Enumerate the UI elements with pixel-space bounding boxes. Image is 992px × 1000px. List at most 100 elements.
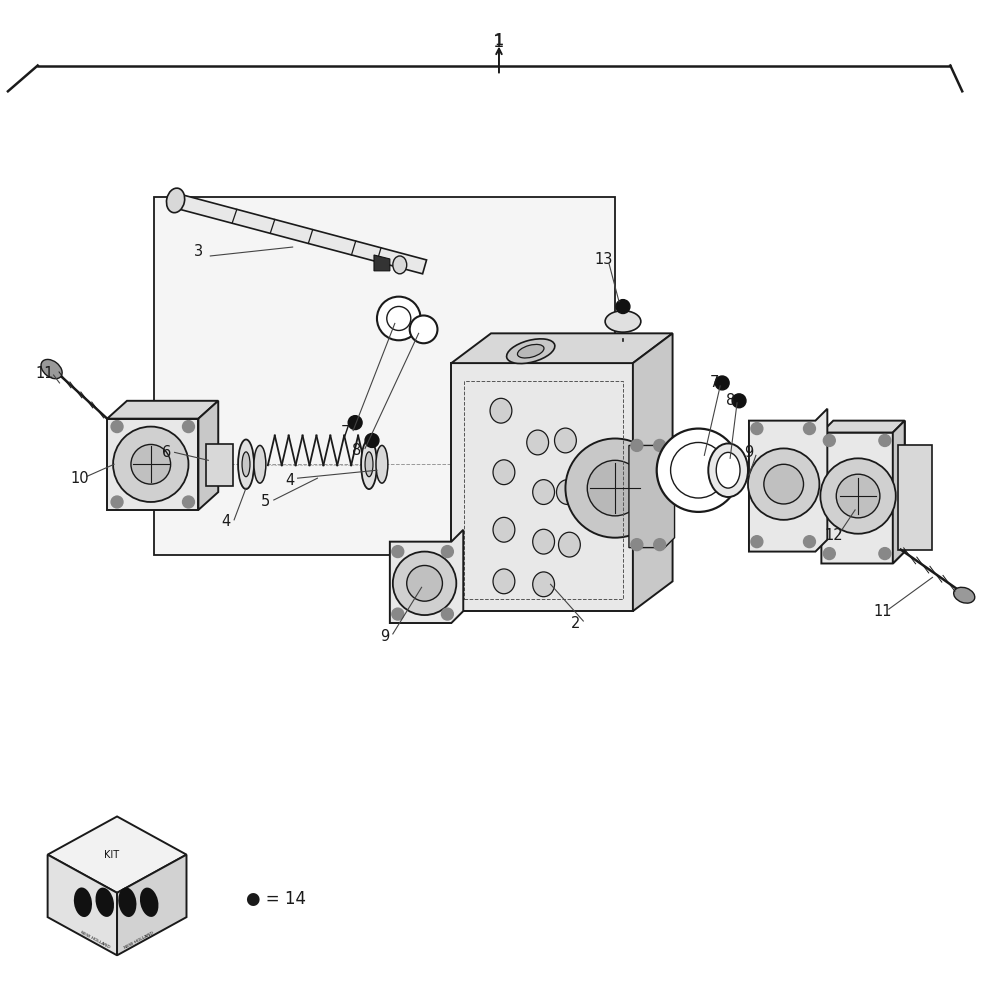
- Polygon shape: [821, 421, 905, 563]
- Circle shape: [715, 376, 729, 390]
- Ellipse shape: [507, 339, 555, 364]
- Text: 9: 9: [380, 629, 390, 644]
- Ellipse shape: [393, 256, 407, 274]
- Circle shape: [631, 539, 643, 551]
- Circle shape: [348, 416, 362, 430]
- Circle shape: [111, 496, 123, 508]
- Ellipse shape: [820, 458, 896, 534]
- Text: 12: 12: [824, 528, 842, 543]
- Ellipse shape: [605, 311, 641, 332]
- Text: 13: 13: [594, 252, 612, 267]
- Text: 8: 8: [352, 443, 362, 458]
- Circle shape: [631, 439, 643, 451]
- Ellipse shape: [836, 474, 880, 518]
- Text: ● = 14: ● = 14: [246, 890, 306, 908]
- Polygon shape: [821, 421, 905, 433]
- Circle shape: [804, 536, 815, 548]
- Text: 11: 11: [874, 604, 892, 619]
- Polygon shape: [117, 855, 186, 955]
- Polygon shape: [206, 444, 233, 486]
- Circle shape: [441, 546, 453, 558]
- Ellipse shape: [118, 887, 137, 917]
- Ellipse shape: [533, 572, 555, 597]
- Text: 11: 11: [36, 366, 54, 381]
- Circle shape: [654, 539, 666, 551]
- Circle shape: [183, 496, 194, 508]
- Ellipse shape: [764, 464, 804, 504]
- Text: 7: 7: [709, 375, 719, 390]
- Circle shape: [823, 548, 835, 560]
- Circle shape: [392, 608, 404, 620]
- Polygon shape: [898, 445, 932, 550]
- Circle shape: [751, 536, 763, 548]
- Text: 1: 1: [493, 33, 505, 51]
- Ellipse shape: [73, 887, 92, 917]
- Text: 5: 5: [261, 494, 271, 509]
- Circle shape: [804, 423, 815, 435]
- Ellipse shape: [953, 587, 975, 603]
- Text: 10: 10: [70, 471, 88, 486]
- Polygon shape: [633, 333, 673, 611]
- Text: 9: 9: [744, 445, 754, 460]
- Polygon shape: [629, 436, 675, 548]
- Ellipse shape: [167, 188, 185, 213]
- Polygon shape: [374, 255, 390, 271]
- Ellipse shape: [671, 442, 726, 498]
- Ellipse shape: [587, 460, 643, 516]
- Polygon shape: [48, 855, 117, 955]
- Ellipse shape: [533, 529, 555, 554]
- Ellipse shape: [533, 480, 555, 504]
- Ellipse shape: [407, 565, 442, 601]
- Ellipse shape: [361, 439, 377, 489]
- Ellipse shape: [113, 427, 188, 502]
- Polygon shape: [749, 409, 827, 552]
- Ellipse shape: [716, 452, 740, 488]
- Text: 1: 1: [494, 33, 504, 48]
- Ellipse shape: [708, 443, 748, 497]
- Circle shape: [111, 421, 123, 433]
- Ellipse shape: [95, 888, 114, 917]
- Circle shape: [732, 394, 746, 408]
- Text: 7: 7: [340, 425, 350, 440]
- Ellipse shape: [393, 552, 456, 615]
- Ellipse shape: [238, 439, 254, 489]
- Polygon shape: [48, 816, 186, 893]
- Text: NEW HOLLAND: NEW HOLLAND: [79, 930, 110, 949]
- Polygon shape: [198, 401, 218, 510]
- Ellipse shape: [41, 359, 62, 379]
- Ellipse shape: [140, 888, 159, 917]
- Circle shape: [654, 439, 666, 451]
- Ellipse shape: [410, 315, 437, 343]
- Ellipse shape: [565, 438, 665, 538]
- Circle shape: [751, 423, 763, 435]
- Polygon shape: [893, 421, 905, 563]
- Ellipse shape: [377, 297, 421, 340]
- Ellipse shape: [527, 430, 549, 455]
- Polygon shape: [451, 363, 633, 611]
- Ellipse shape: [555, 428, 576, 453]
- Text: 8: 8: [726, 393, 736, 408]
- Polygon shape: [390, 530, 463, 623]
- Ellipse shape: [254, 445, 266, 483]
- Ellipse shape: [493, 569, 515, 594]
- Ellipse shape: [387, 306, 411, 330]
- Polygon shape: [107, 401, 218, 419]
- Text: 4: 4: [285, 473, 295, 488]
- Ellipse shape: [518, 344, 544, 358]
- Text: 6: 6: [162, 445, 172, 460]
- Circle shape: [616, 300, 630, 314]
- Circle shape: [183, 421, 194, 433]
- Circle shape: [879, 435, 891, 446]
- Circle shape: [365, 434, 379, 447]
- Circle shape: [441, 608, 453, 620]
- Polygon shape: [107, 419, 198, 510]
- Ellipse shape: [131, 444, 171, 484]
- Ellipse shape: [493, 517, 515, 542]
- Polygon shape: [451, 333, 673, 363]
- Ellipse shape: [490, 398, 512, 423]
- Ellipse shape: [376, 445, 388, 483]
- Text: KIT: KIT: [103, 850, 119, 860]
- Circle shape: [392, 546, 404, 558]
- Circle shape: [823, 435, 835, 446]
- Circle shape: [879, 548, 891, 560]
